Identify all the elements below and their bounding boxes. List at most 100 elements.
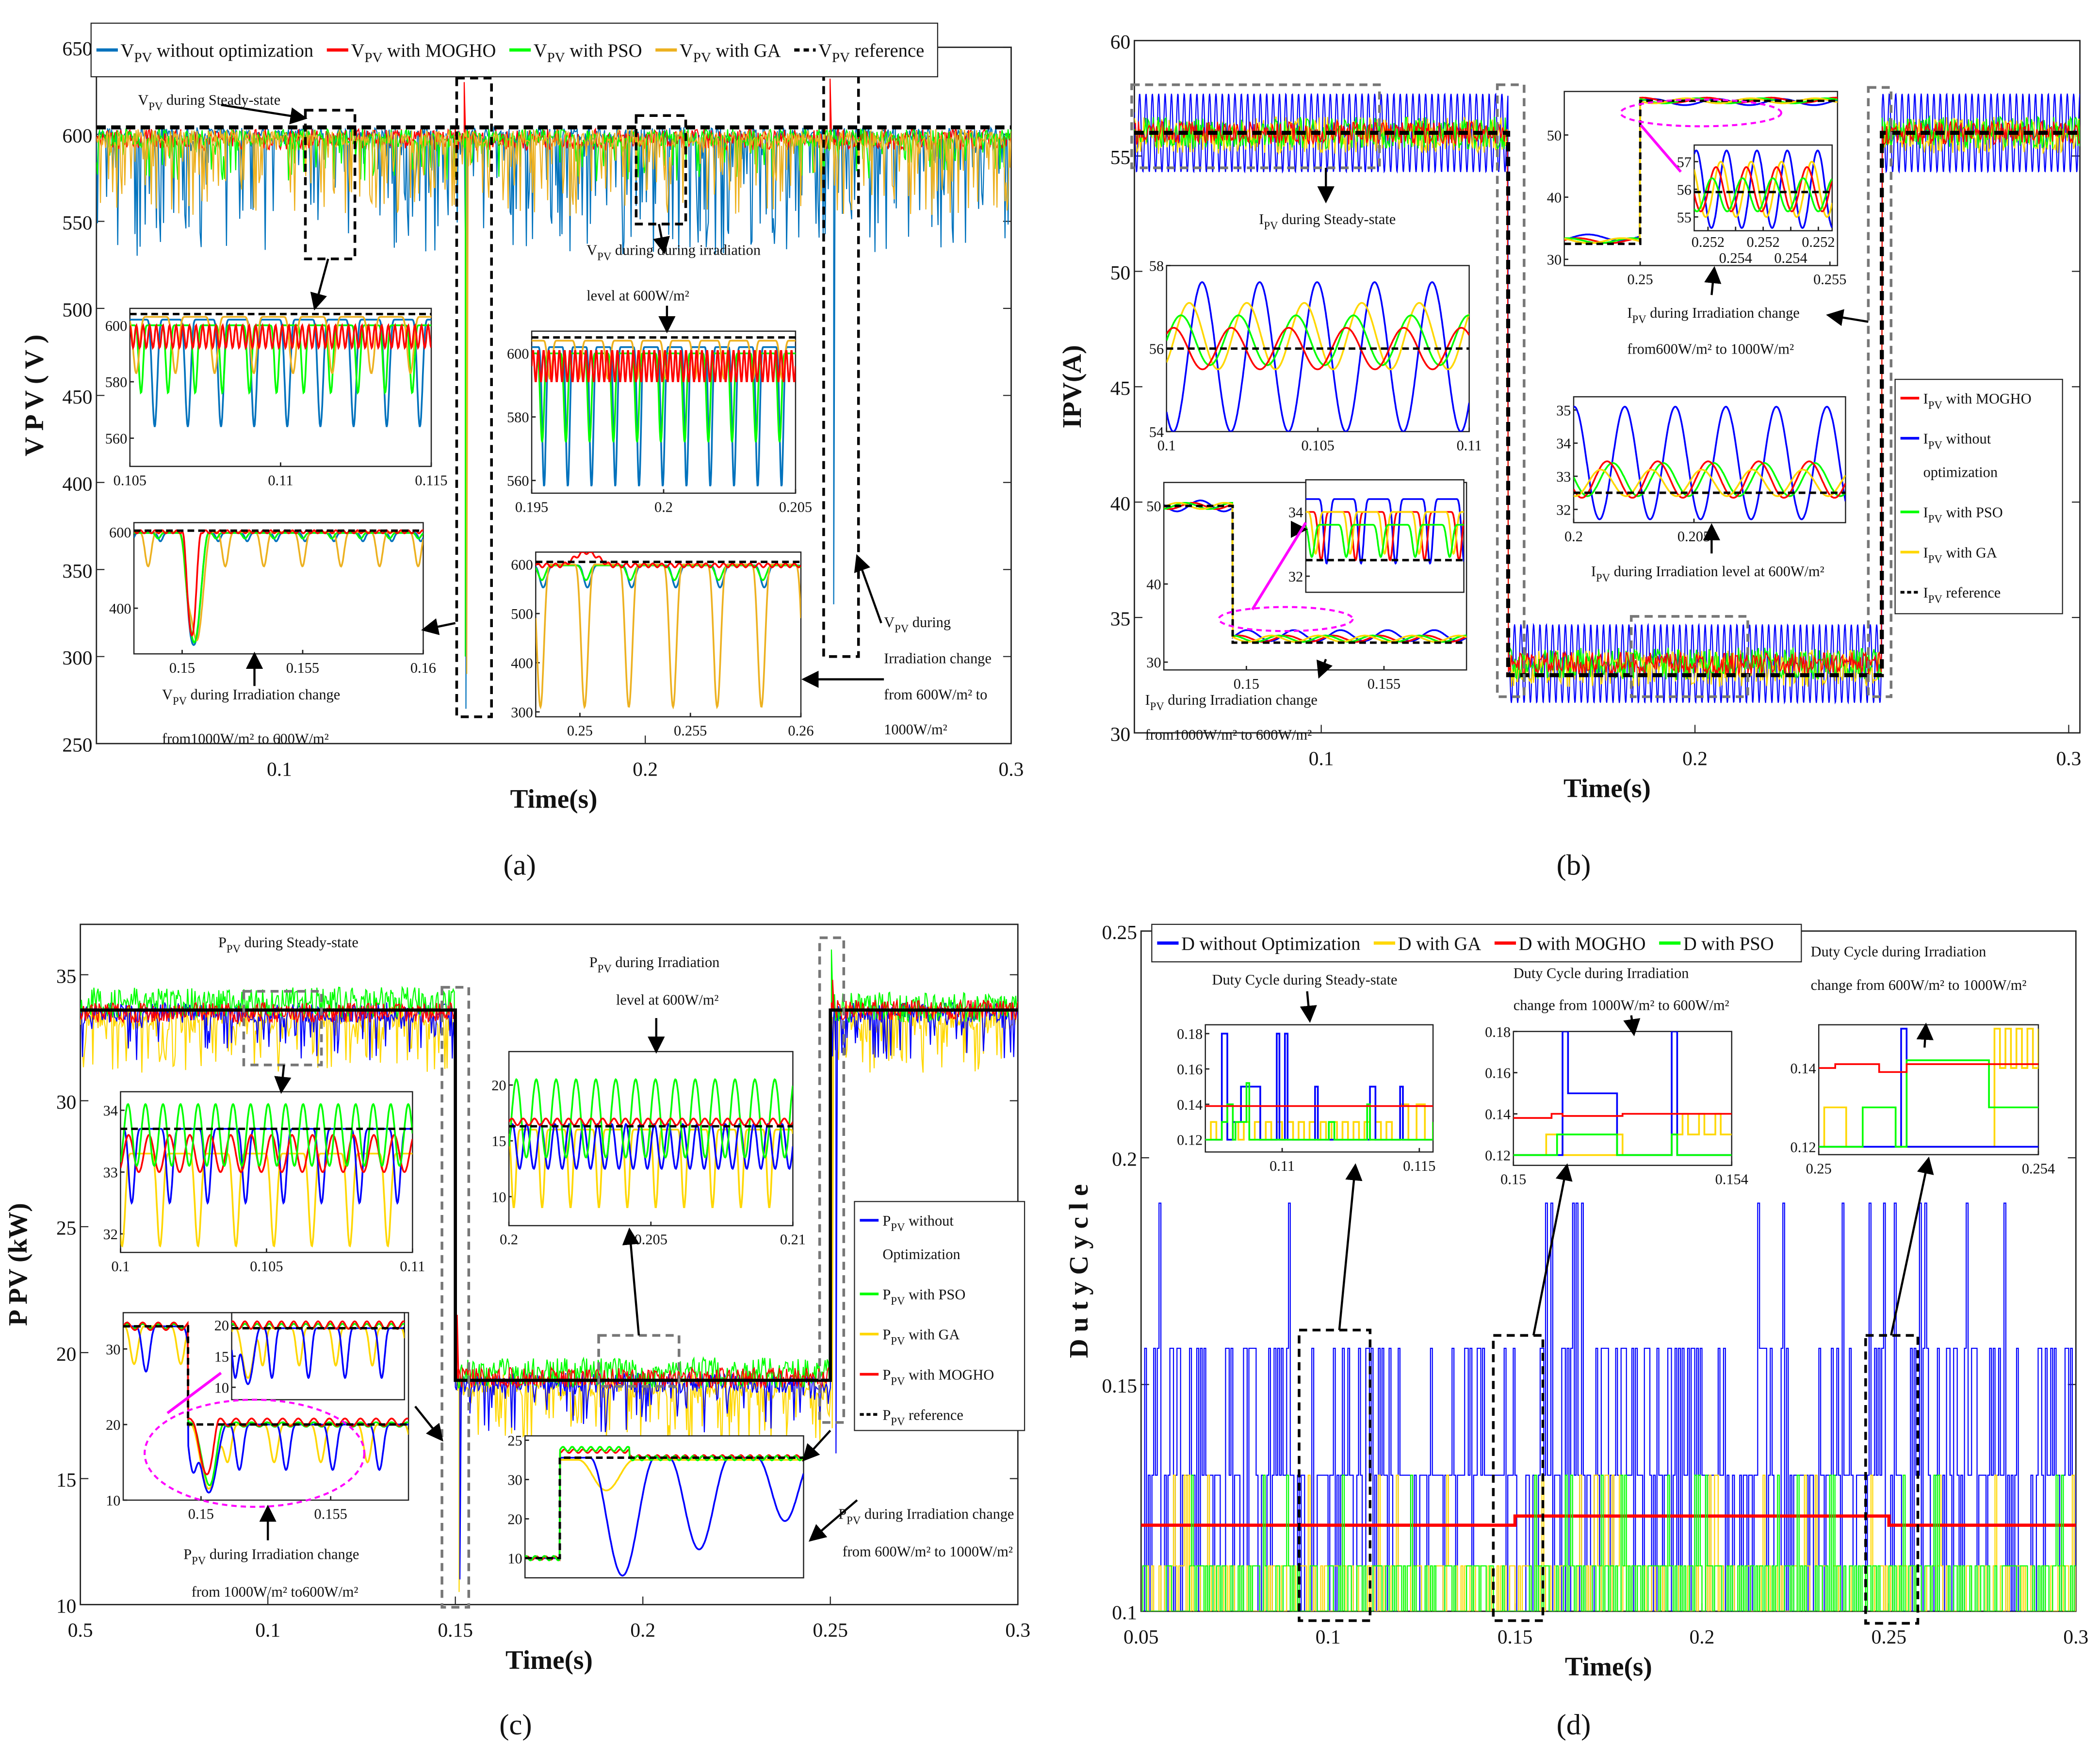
x-tick-label: 0.1 bbox=[1316, 1625, 1341, 1648]
inset-x-tick-label: 0.105 bbox=[114, 472, 147, 488]
annotation-text: VPV during bbox=[884, 614, 951, 635]
inset-series-group bbox=[1564, 97, 1838, 245]
x-tick-label: 0.2 bbox=[630, 1619, 655, 1641]
panel-d: 0.05 0.1 0.15 0.2 0.25 0.30.10.150.20.25Time(… bbox=[1064, 921, 2088, 1741]
inset-x-tick-label: 0.16 bbox=[410, 660, 436, 676]
zoom-region-box bbox=[1130, 83, 1381, 169]
x-axis-label: Time(s) bbox=[510, 784, 598, 814]
zoom-region-box bbox=[440, 986, 471, 1609]
x-tick-label: 0.2 bbox=[633, 758, 658, 780]
inset-series-group bbox=[1205, 1033, 1433, 1141]
annotation-text: Irradiation change bbox=[884, 650, 992, 666]
zoom-region-box bbox=[1864, 1334, 1920, 1625]
annotation-arrow bbox=[854, 554, 882, 624]
inset-series-line bbox=[1573, 460, 1846, 499]
y-tick-label: 45 bbox=[1110, 377, 1130, 399]
inset-y-tick-label: 0.12 bbox=[1791, 1139, 1816, 1156]
legend-entry: PPV with PSO bbox=[882, 1286, 965, 1307]
inset-y-tick-label: 50 bbox=[1547, 127, 1562, 144]
inset-x-tick-label: 0.155 bbox=[1367, 676, 1400, 692]
inset-plot: 32 34 bbox=[1288, 479, 1465, 593]
zoom-region-box bbox=[1629, 615, 1749, 698]
inset-series-line bbox=[1819, 1063, 2039, 1073]
inset-y-tick-label: 40 bbox=[1547, 190, 1562, 206]
inset-y-tick-label: 0.14 bbox=[1177, 1097, 1203, 1113]
annotation-text: level at 600W/m² bbox=[586, 287, 689, 304]
inset-frame bbox=[1818, 1024, 2039, 1155]
y-tick-label: 0.2 bbox=[1112, 1148, 1137, 1170]
inset-plot: 0.105 0.11 0.115 560 580 600 bbox=[105, 307, 448, 488]
annotation-arrow bbox=[310, 259, 329, 311]
inset-y-tick-label: 20 bbox=[214, 1317, 229, 1334]
inset-y-tick-label: 580 bbox=[507, 409, 529, 426]
x-tick-label: 0.3 bbox=[2056, 747, 2082, 769]
legend-entry: VPV without optimization bbox=[120, 41, 313, 65]
inset-x-tick-label: 0.25 bbox=[1806, 1160, 1832, 1177]
annotation-arrow bbox=[653, 224, 670, 255]
series-d-with-pso bbox=[1141, 1474, 2076, 1612]
annotation-text: PPV during Steady-state bbox=[218, 934, 358, 955]
inset-series-group bbox=[1164, 499, 1467, 644]
legend-box bbox=[1151, 923, 1802, 963]
inset-series-group bbox=[1513, 1031, 1732, 1156]
inset-y-tick-label: 560 bbox=[507, 473, 529, 489]
legend-entry: VPV reference bbox=[818, 41, 924, 65]
inset-series-line bbox=[1564, 99, 1838, 245]
y-tick-label: 15 bbox=[56, 1469, 76, 1491]
inset-y-tick-label: 0.14 bbox=[1485, 1106, 1511, 1123]
inset-series-line bbox=[536, 552, 801, 568]
inset-series-line bbox=[1694, 166, 1832, 212]
inset-series-line bbox=[536, 563, 801, 710]
legend-entry: IPV without bbox=[1923, 431, 1991, 452]
inset-y-tick-label: 0.12 bbox=[1177, 1132, 1203, 1148]
inset-series-line bbox=[130, 316, 431, 374]
legend-box bbox=[1894, 379, 2063, 615]
inset-plot: 25 30 20 10 bbox=[507, 1433, 804, 1579]
y-tick-label: 55 bbox=[1110, 146, 1130, 168]
inset-series-line bbox=[231, 1320, 405, 1330]
inset-y-tick-label: 500 bbox=[511, 606, 533, 622]
inset-y-tick-label: 33 bbox=[103, 1165, 118, 1181]
zoom-region-box bbox=[455, 77, 493, 718]
inset-x-tick-label: 0.25 bbox=[567, 723, 593, 739]
inset-y-tick-label: 20 bbox=[507, 1511, 522, 1528]
inset-x-tick-label: 0.115 bbox=[415, 472, 447, 488]
inset-y-tick-label: 30 bbox=[1146, 654, 1161, 671]
y-tick-label: 30 bbox=[1110, 723, 1130, 745]
legend-entry: D without Optimization bbox=[1181, 934, 1360, 954]
x-tick-label: 0.5 bbox=[68, 1619, 93, 1641]
inset-series-line bbox=[1166, 302, 1469, 371]
annotation-text: from 1000W/m² to600W/m² bbox=[192, 1584, 358, 1600]
x-axis-label: Time(s) bbox=[505, 1645, 593, 1675]
annotation-text: VPV during during irradiation bbox=[586, 242, 761, 262]
inset-x-tick-label: 0.15 bbox=[1234, 676, 1259, 692]
inset-series-line bbox=[1305, 498, 1464, 565]
annotation-arrow bbox=[221, 104, 308, 125]
annotation-arrow bbox=[1890, 1156, 1934, 1336]
inset-series-group bbox=[1166, 281, 1469, 432]
inset-y-tick-label: 33 bbox=[1556, 469, 1571, 485]
inset-x-tick-label: 0.2 bbox=[500, 1231, 518, 1248]
annotation-text: IPV during Irradiation level at 600W/m² bbox=[1591, 563, 1824, 584]
annotation-arrow bbox=[802, 1429, 831, 1462]
annotation-arrow bbox=[1532, 1163, 1573, 1336]
inset-series-line bbox=[1305, 524, 1464, 558]
inset-x-tick-label: 0.11 bbox=[268, 472, 293, 488]
legend-entry: IPV with PSO bbox=[1923, 504, 2003, 525]
annotation-text: VPV during Irradiation change bbox=[162, 686, 340, 707]
x-axis-label: Time(s) bbox=[1563, 774, 1651, 803]
legend-entry: IPV reference bbox=[1923, 584, 2001, 605]
legend-entry: PPV reference bbox=[882, 1407, 963, 1427]
legend-entry: IPV with MOGHO bbox=[1923, 390, 2032, 411]
y-tick-label: 250 bbox=[62, 734, 92, 756]
y-tick-label: 550 bbox=[62, 211, 92, 234]
inset-x-tick-label: 0.115 bbox=[1403, 1158, 1435, 1174]
inset-series-line bbox=[1513, 1113, 1732, 1119]
inset-y-tick-label: 35 bbox=[1556, 402, 1571, 419]
inset-x-tick-label: 0.205 bbox=[1677, 528, 1710, 545]
inset-series-line bbox=[1694, 149, 1832, 229]
inset-plot: 0.195 0.2 0.205 560 580 600 bbox=[507, 330, 812, 516]
